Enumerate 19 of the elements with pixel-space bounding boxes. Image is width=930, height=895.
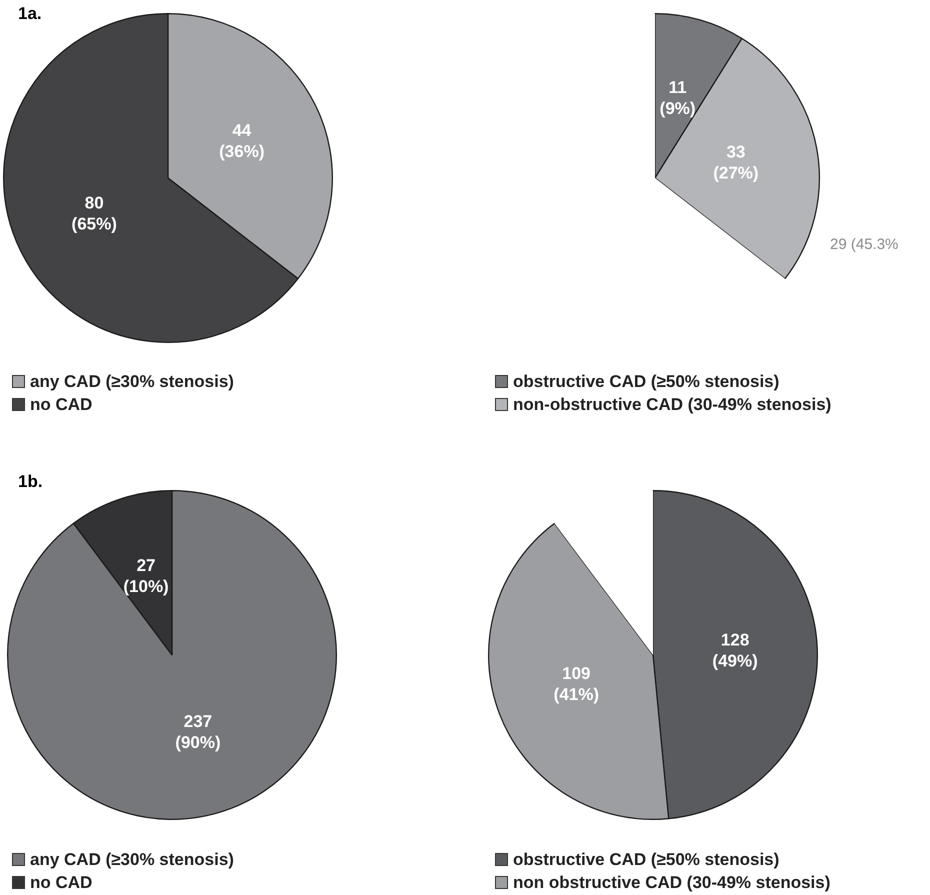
data-label: 80 (65%) bbox=[72, 193, 117, 234]
data-label: 128 (49%) bbox=[712, 630, 758, 670]
legend-label: no CAD bbox=[30, 394, 92, 414]
chart-title: 1a. bbox=[18, 4, 42, 24]
legend-label: non-obstructive CAD (30-49% stenosis) bbox=[513, 394, 832, 414]
legend-label: any CAD (≥30% stenosis) bbox=[30, 850, 234, 870]
data-label: 33 (27%) bbox=[713, 142, 759, 183]
legend-label: any CAD (≥30% stenosis) bbox=[30, 372, 234, 392]
chart-title: 1b. bbox=[18, 472, 43, 492]
text: 29 (45.3% bbox=[830, 236, 898, 253]
data-label: 237 (90%) bbox=[175, 712, 221, 752]
data-label: 44 (36%) bbox=[219, 120, 264, 161]
data-label: 11 (9%) bbox=[660, 78, 696, 118]
data-label: 109 (41%) bbox=[554, 664, 600, 704]
legend-label: obstructive CAD (≥50% stenosis) bbox=[513, 850, 780, 870]
legend-label: obstructive CAD (≥50% stenosis) bbox=[513, 372, 780, 392]
legend-label: non obstructive CAD (30-49% stenosis) bbox=[513, 872, 830, 892]
legend-label: no CAD bbox=[30, 872, 92, 892]
data-label: 27 (10%) bbox=[123, 556, 169, 596]
